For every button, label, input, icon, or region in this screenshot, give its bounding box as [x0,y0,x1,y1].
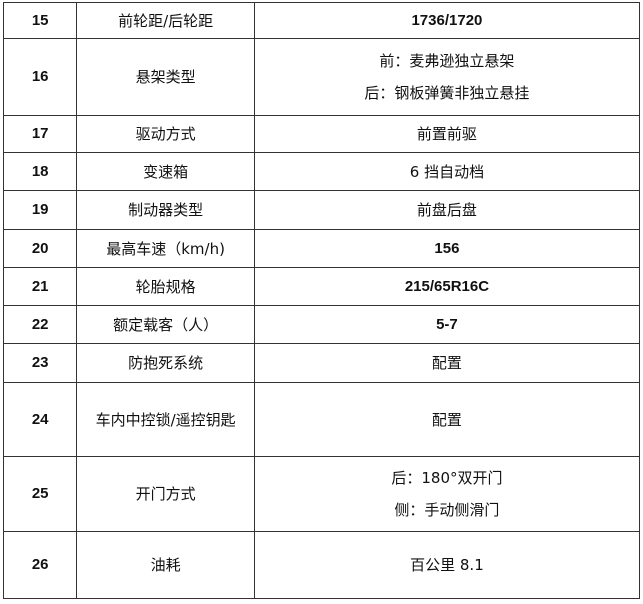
table-row: 25 开门方式 后：180°双开门 侧：手动侧滑门 [2,456,641,532]
table-row: 23 防抱死系统 配置 [2,343,641,383]
spec-name: 最高车速（km/h) [76,229,255,268]
spec-name: 变速箱 [76,152,255,191]
spec-name: 额定载客（人） [76,305,255,344]
spec-value-line: 156 [434,239,460,257]
row-number: 15 [2,2,78,39]
spec-value: 215/65R16C [253,267,641,306]
spec-value-line: 前置前驱 [416,125,477,143]
spec-name: 开门方式 [76,456,255,532]
table-row: 17 驱动方式 前置前驱 [2,115,641,153]
table-row: 16 悬架类型 前：麦弗逊独立悬架 后：钢板弹簧非独立悬挂 [2,38,641,116]
spec-value-line: 后：钢板弹簧非独立悬挂 [364,84,530,102]
spec-value-line: 配置 [431,354,462,372]
table-row: 15 前轮距/后轮距 1736/1720 [2,2,641,39]
row-number: 18 [2,152,78,191]
row-number: 17 [2,115,78,153]
table-row: 20 最高车速（km/h) 156 [2,229,641,268]
spec-value-line: 侧：手动侧滑门 [394,501,500,519]
spec-name: 车内中控锁/遥控钥匙 [76,382,255,457]
spec-value: 前：麦弗逊独立悬架 后：钢板弹簧非独立悬挂 [253,38,641,116]
spec-value: 配置 [253,382,641,457]
spec-value-line: 6 挡自动档 [409,162,485,181]
spec-value: 后：180°双开门 侧：手动侧滑门 [253,456,641,532]
table-row: 18 变速箱 6 挡自动档 [2,152,641,191]
spec-value: 1736/1720 [253,2,641,39]
table-row: 24 车内中控锁/遥控钥匙 配置 [2,382,641,457]
spec-value-line: 1736/1720 [411,11,483,29]
row-number: 23 [2,343,78,383]
table-row: 19 制动器类型 前盘后盘 [2,190,641,230]
spec-value-line: 前盘后盘 [416,201,477,219]
spec-value-line: 5-7 [436,315,458,333]
table-row: 26 油耗 百公里 8.1 [2,531,641,599]
row-number: 16 [2,38,78,116]
row-number: 26 [2,531,78,599]
spec-value: 前盘后盘 [253,190,641,230]
spec-name: 驱动方式 [76,115,255,153]
spec-name: 防抱死系统 [76,343,255,383]
spec-name: 制动器类型 [76,190,255,230]
spec-value: 百公里 8.1 [253,531,641,599]
spec-value-line: 配置 [431,410,462,429]
row-number: 21 [2,267,78,306]
row-number: 19 [2,190,78,230]
row-number: 20 [2,229,78,268]
spec-value: 配置 [253,343,641,383]
table-row: 22 额定载客（人） 5-7 [2,305,641,344]
spec-name: 轮胎规格 [76,267,255,306]
table-row: 21 轮胎规格 215/65R16C [2,267,641,306]
spec-value-line: 后：180°双开门 [391,469,503,487]
row-number: 25 [2,456,78,532]
spec-value: 156 [253,229,641,268]
spec-value: 6 挡自动档 [253,152,641,191]
spec-name: 悬架类型 [76,38,255,116]
spec-name: 油耗 [76,531,255,599]
spec-value-line: 百公里 8.1 [410,556,484,574]
row-number: 24 [2,382,78,457]
spec-name: 前轮距/后轮距 [76,2,255,39]
spec-value-line: 前：麦弗逊独立悬架 [379,52,515,70]
spec-value: 前置前驱 [253,115,641,153]
spec-value: 5-7 [253,305,641,344]
spec-value-line: 215/65R16C [404,277,490,295]
row-number: 22 [2,305,78,344]
